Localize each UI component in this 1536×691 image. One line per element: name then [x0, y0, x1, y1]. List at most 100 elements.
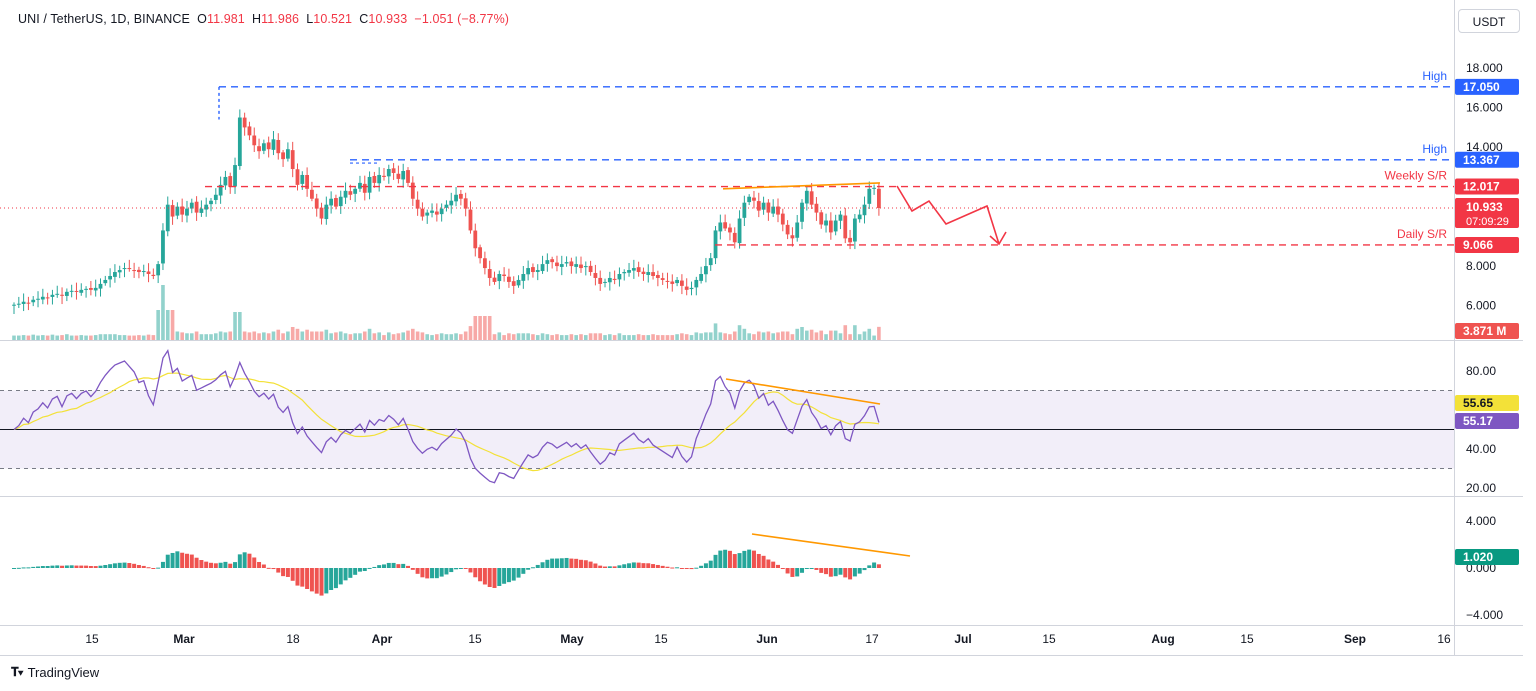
- candle-body: [12, 304, 16, 306]
- macd-bar: [156, 567, 161, 569]
- macd-bar: [285, 568, 290, 577]
- time-axis-tick: 15: [468, 632, 482, 646]
- candle-body: [40, 296, 45, 300]
- level-value-pill: 17.050: [1455, 78, 1519, 95]
- candle-body: [804, 190, 809, 204]
- volume-bar: [127, 335, 132, 340]
- rsi-ma-value-pill: 55.65: [1455, 395, 1519, 411]
- candle: [838, 210, 843, 230]
- candle-body: [531, 267, 535, 273]
- candle-body: [348, 191, 353, 195]
- level-value-pill-text: 17.050: [1463, 80, 1500, 94]
- macd-bar: [420, 568, 425, 578]
- level-label: Daily S/R: [1397, 227, 1447, 241]
- rsi-panel[interactable]: [0, 348, 1454, 484]
- macd-bar: [569, 558, 574, 568]
- volume-bar: [209, 334, 213, 340]
- candles: [12, 109, 881, 315]
- volume-bar: [660, 335, 665, 340]
- volume-bar: [295, 328, 300, 340]
- macd-bar: [252, 557, 257, 568]
- volume-bar: [425, 334, 430, 340]
- volume-bar: [238, 312, 242, 340]
- candle-body: [233, 165, 237, 187]
- macd-bar: [79, 565, 84, 568]
- candle-body: [502, 274, 507, 276]
- volume-bar: [790, 334, 795, 340]
- candle-body: [665, 280, 670, 282]
- volume-bar: [632, 335, 636, 340]
- candle: [21, 293, 26, 312]
- macd-trendline[interactable]: [751, 533, 911, 557]
- volume-bar: [391, 334, 396, 340]
- candle-body: [790, 235, 795, 239]
- time-axis-tick: 15: [85, 632, 99, 646]
- volume-bar: [675, 334, 679, 340]
- macd-axis-tick: 4.000: [1466, 514, 1496, 528]
- candle-body: [50, 294, 55, 297]
- macd-histogram-panel[interactable]: [12, 533, 911, 596]
- candle: [74, 282, 79, 300]
- candle: [305, 167, 310, 197]
- macd-bar: [737, 553, 742, 568]
- candle-body: [704, 266, 708, 275]
- volume-bar: [627, 335, 631, 340]
- candle-body: [838, 214, 843, 221]
- volume-bar: [454, 333, 458, 340]
- candle: [122, 262, 127, 278]
- volume-bar: [223, 332, 228, 340]
- macd-bar: [482, 568, 487, 585]
- macd-bar: [516, 568, 521, 578]
- volume-bar: [21, 335, 26, 340]
- candle: [877, 182, 881, 216]
- macd-bar: [108, 564, 113, 568]
- candle-body: [391, 168, 396, 173]
- candle-body: [636, 267, 641, 273]
- volume-bar: [161, 285, 165, 340]
- candle-body: [800, 202, 804, 222]
- tradingview-logo[interactable]: 𝐓▾ TradingView: [11, 665, 99, 680]
- macd-bar: [554, 558, 559, 568]
- rsi-axis-tick: 20.00: [1466, 481, 1496, 495]
- candle-body: [314, 198, 319, 209]
- volume-bar: [204, 334, 208, 340]
- candle-body: [261, 143, 266, 151]
- price-trendline[interactable]: [722, 182, 881, 190]
- volume-bar: [343, 333, 348, 340]
- volume-bar: [218, 331, 223, 340]
- candle-body: [141, 271, 146, 273]
- time-axis[interactable]: 15 Mar 18 Apr 15 May 15 Jun 17 Jul 15 Aug 15 Sep 16: [85, 632, 1451, 646]
- currency-button[interactable]: USDT: [1458, 9, 1520, 33]
- macd-bar: [526, 568, 531, 570]
- volume-bar: [65, 334, 69, 340]
- time-axis-tick: 15: [654, 632, 668, 646]
- volume-bar: [473, 316, 478, 340]
- macd-bar: [761, 555, 766, 568]
- candle-body: [108, 275, 112, 280]
- projection-path[interactable]: [896, 185, 1000, 245]
- candle-body: [564, 262, 569, 264]
- macd-bar: [804, 568, 809, 569]
- macd-bar: [136, 565, 141, 568]
- level-value-pill-text: 12.017: [1463, 180, 1500, 194]
- candle: [26, 296, 31, 311]
- volume-bar: [146, 334, 151, 340]
- price-panel[interactable]: High High Weekly S/R Daily S/R: [0, 69, 1454, 340]
- candle: [631, 259, 636, 279]
- volume-bar: [165, 310, 170, 340]
- candle-body: [425, 212, 430, 216]
- macd-bar: [314, 568, 319, 594]
- candle: [444, 200, 449, 212]
- macd-bar: [281, 568, 286, 577]
- candle-body: [833, 220, 838, 232]
- candle: [675, 276, 679, 287]
- volume-bar: [732, 331, 737, 340]
- candle-body: [367, 176, 372, 193]
- candle: [699, 266, 704, 284]
- volume-bar: [430, 335, 434, 340]
- candle: [497, 270, 502, 290]
- volume-bar: [550, 335, 554, 340]
- macd-bar: [12, 568, 16, 569]
- rsi-trendline[interactable]: [725, 378, 881, 405]
